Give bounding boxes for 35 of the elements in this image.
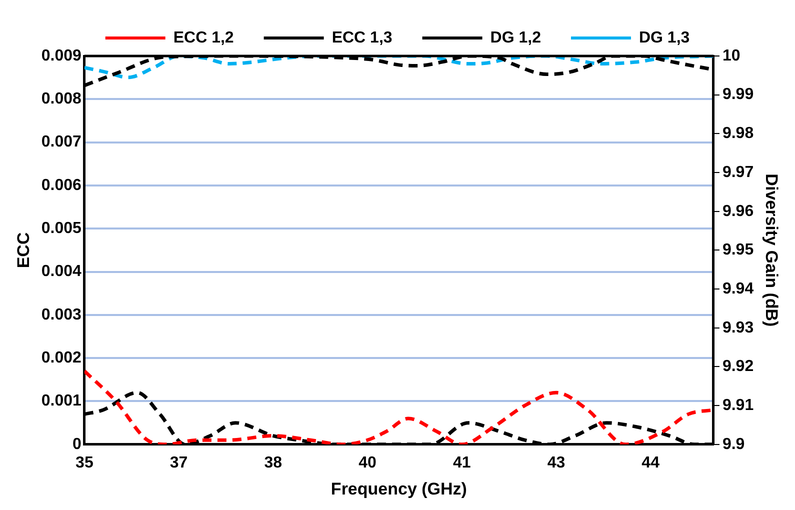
legend-label: DG 1,2: [490, 29, 542, 46]
y-axis-title: ECC: [14, 232, 33, 268]
y-tick-label: 0.007: [41, 134, 82, 151]
y-tick-label: 0.004: [41, 263, 82, 280]
y2-tick-label: 9.99: [722, 86, 754, 104]
y2-tick-label: 10: [722, 47, 740, 64]
y2-tick-label: 9.95: [722, 242, 754, 259]
y2-axis-title: Diversity Gain (dB): [762, 174, 782, 327]
legend-label: ECC 1,3: [332, 29, 392, 46]
y-tick-label: 0.006: [41, 176, 82, 194]
x-tick-label: 35: [76, 454, 94, 472]
x-tick-label: 40: [358, 454, 376, 472]
y2-tick-label: 9.92: [722, 358, 754, 376]
x-tick-label: 38: [264, 454, 282, 472]
y-tick-label: 0.001: [41, 392, 82, 410]
y2-tick-label: 9.94: [722, 280, 754, 298]
y2-tick-label: 9.91: [722, 396, 754, 414]
y-tick-label: 0.003: [41, 306, 82, 324]
y2-tick-label: 9.96: [722, 202, 754, 220]
y-tick-label: 0.008: [41, 90, 82, 108]
x-tick-label: 41: [452, 454, 471, 472]
x-tick-label: 44: [642, 454, 660, 472]
y-tick-label: 0.005: [41, 220, 82, 238]
y-tick-label: 0.002: [41, 349, 82, 366]
y2-tick-label: 9.98: [722, 125, 754, 142]
x-tick-label: 37: [170, 454, 188, 472]
x-axis-title: Frequency (GHz): [330, 479, 467, 498]
y-tick-label: 0.009: [41, 47, 82, 64]
x-tick-label: 43: [547, 454, 566, 472]
legend-label: ECC 1,2: [173, 29, 234, 46]
y2-tick-label: 9.97: [722, 164, 754, 181]
y2-tick-label: 9.93: [722, 319, 754, 336]
legend-label: DG 1,3: [638, 29, 690, 46]
y-tick-label: 0: [72, 436, 82, 453]
y2-tick-label: 9.9: [722, 436, 745, 453]
